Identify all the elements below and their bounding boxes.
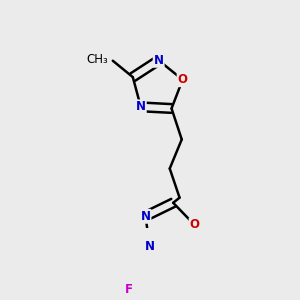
Text: CH₃: CH₃ <box>87 53 108 67</box>
Text: O: O <box>178 73 188 86</box>
Text: N: N <box>145 240 155 253</box>
Text: N: N <box>140 210 151 223</box>
Text: N: N <box>154 54 164 67</box>
Text: F: F <box>125 283 133 296</box>
Text: N: N <box>136 100 146 113</box>
Text: O: O <box>190 218 200 232</box>
